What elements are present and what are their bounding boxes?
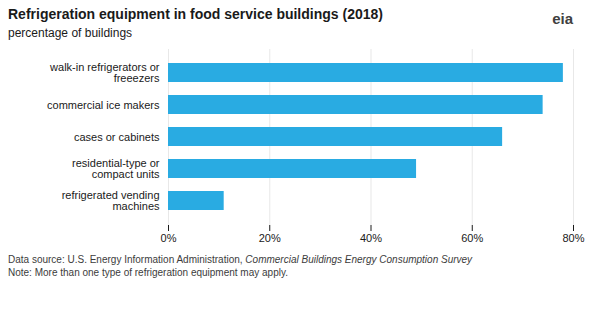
- html-text:Refrigeration equipment in foo: Refrigeration equipment in food service …: [8, 6, 383, 22]
- svg-text:commercial ice makers: commercial ice makers: [47, 99, 160, 111]
- html-text:eia: eia: [552, 10, 573, 27]
- svg-text:40%: 40%: [360, 232, 382, 244]
- svg-text:0%: 0%: [161, 232, 177, 244]
- svg-text:80%: 80%: [562, 232, 584, 244]
- svg-text:refrigerated vendingmachines: refrigerated vendingmachines: [62, 189, 160, 212]
- svg-text:20%: 20%: [259, 232, 281, 244]
- svg-text:walk-in refrigerators orfreeez: walk-in refrigerators orfreeezers: [49, 61, 160, 84]
- html-text:percentage of buildings: percentage of buildings: [8, 26, 133, 40]
- html-text:Note: More than one type of re: Note: More than one type of refrigeratio…: [8, 267, 288, 278]
- svg-text:cases or cabinets: cases or cabinets: [74, 131, 160, 143]
- html-text:Data source: U.S. Energy Infor: Data source: U.S. Energy Information Adm…: [8, 254, 473, 265]
- svg-text:residential-type orcompact uni: residential-type orcompact units: [72, 157, 160, 180]
- svg-text:60%: 60%: [461, 232, 483, 244]
